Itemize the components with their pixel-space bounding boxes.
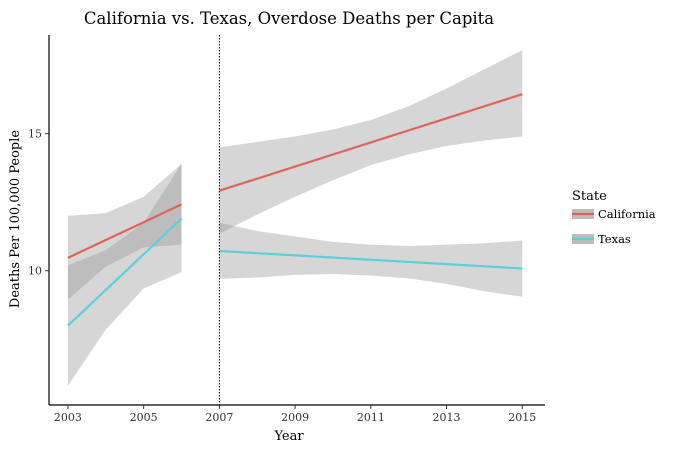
legend-label-texas: Texas	[598, 232, 631, 246]
confidence-bands	[67, 50, 523, 386]
series-line-california	[67, 203, 182, 259]
x-axis-ticks: 2003 2005 2007 2009 2011 2013 2015	[54, 405, 536, 424]
series-line-texas	[219, 249, 523, 270]
x-tick-label: 2013	[433, 411, 461, 424]
series-lines	[67, 93, 523, 327]
x-tick-label: 2015	[508, 411, 536, 424]
y-tick-label: 15	[28, 128, 42, 141]
y-axis-ticks: 10 15	[28, 128, 49, 278]
legend: State California Texas	[572, 189, 656, 246]
legend-title: State	[572, 189, 607, 204]
y-axis-label: Deaths Per 100,000 People	[8, 130, 23, 309]
series-line-texas	[67, 217, 183, 327]
chart-title: California vs. Texas, Overdose Deaths pe…	[84, 9, 494, 28]
ci-band-texas	[67, 163, 182, 386]
legend-label-california: California	[598, 207, 656, 221]
x-tick-label: 2011	[357, 411, 385, 424]
y-tick-label: 10	[28, 265, 42, 278]
x-tick-label: 2005	[130, 411, 158, 424]
x-axis-label: Year	[273, 429, 304, 444]
x-tick-label: 2007	[205, 411, 233, 424]
x-tick-label: 2009	[281, 411, 309, 424]
x-tick-label: 2003	[54, 411, 82, 424]
series-line-california	[219, 93, 523, 192]
